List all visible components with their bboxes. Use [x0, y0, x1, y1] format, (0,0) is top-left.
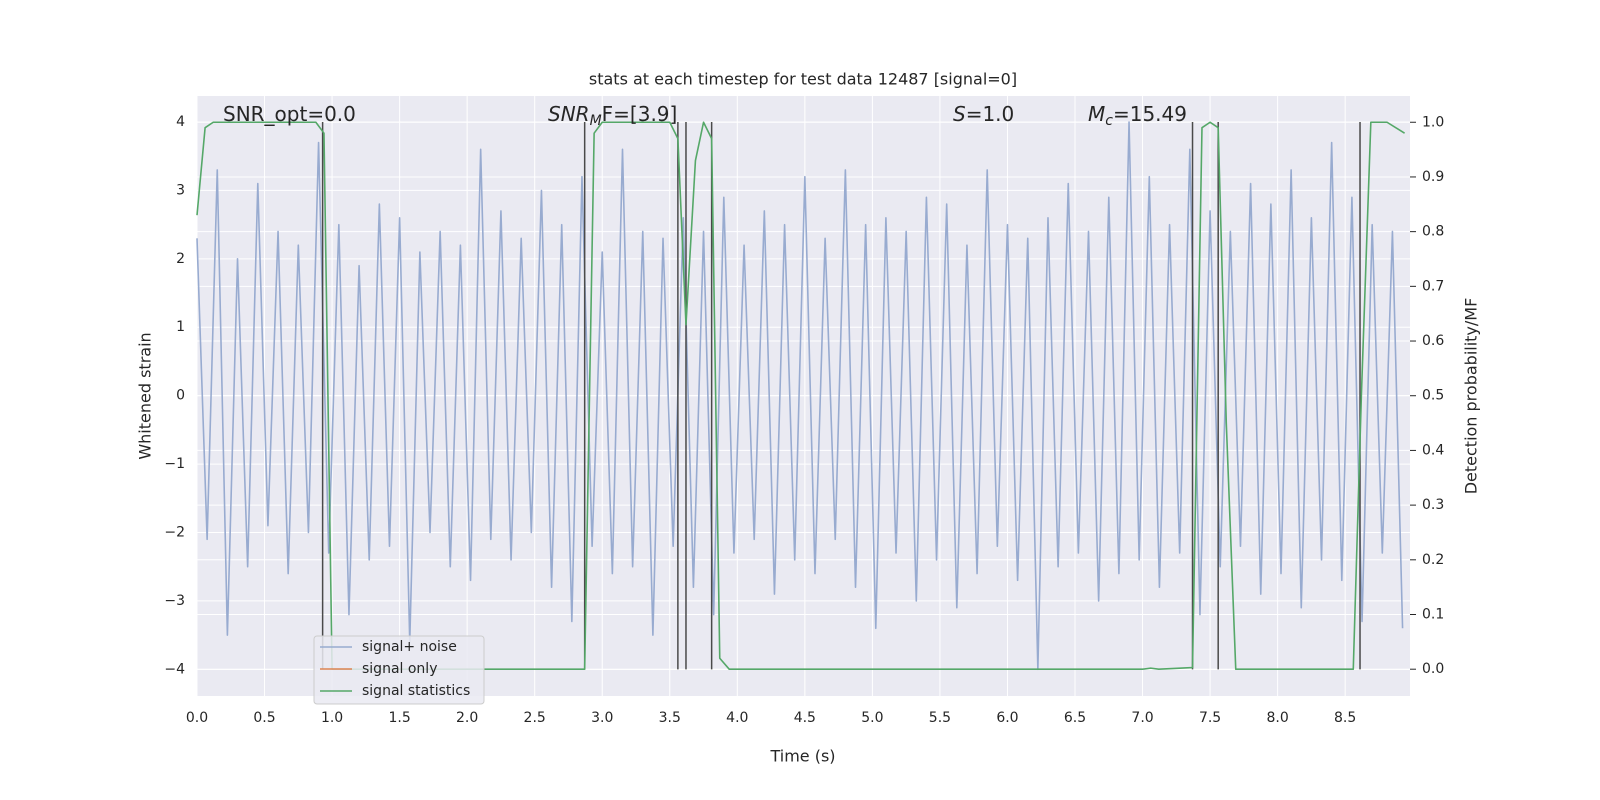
x-tick-label: 1.0	[321, 710, 343, 726]
annotation-text: SNR	[548, 102, 590, 126]
legend-label: signal statistics	[362, 683, 470, 699]
y-tick-label: 3	[176, 182, 185, 198]
y-axis-label: Whitened strain	[136, 332, 155, 459]
x-tick-label: 6.0	[996, 710, 1018, 726]
legend-label: signal only	[362, 661, 437, 677]
x-tick-label: 1.5	[388, 710, 410, 726]
y-tick-label: 2	[176, 251, 185, 267]
y2-tick-label: 0.0	[1422, 661, 1444, 677]
x-tick-label: 5.5	[929, 710, 951, 726]
x-tick-label: 7.0	[1131, 710, 1153, 726]
y-tick-label: −4	[164, 661, 185, 677]
y2-tick-label: 0.7	[1422, 278, 1444, 294]
series-line	[196, 121, 1406, 670]
annotation-text: =1.0	[966, 102, 1015, 126]
y-tick-label: 1	[176, 319, 185, 335]
x-tick-label: 0.5	[253, 710, 275, 726]
y2-tick-label: 0.4	[1422, 442, 1444, 458]
y2-tick-label: 0.2	[1422, 552, 1444, 568]
series-line	[196, 121, 1404, 671]
x-tick-label: 3.0	[591, 710, 613, 726]
annotation-text: =15.49	[1113, 102, 1187, 126]
y-tick-label: 4	[176, 114, 185, 130]
x-tick-label: 6.5	[1064, 710, 1086, 726]
x-tick-label: 8.5	[1334, 710, 1356, 726]
y-tick-label: 0	[176, 388, 185, 404]
legend-box	[313, 635, 485, 705]
y-tick-label: −1	[164, 456, 185, 472]
annotation-sub: M	[590, 113, 602, 129]
annotation: S=1.0	[953, 102, 1014, 126]
x-tick-label: 7.5	[1199, 710, 1221, 726]
y2-tick-label: 0.6	[1422, 333, 1444, 349]
y-tick-label: −3	[164, 593, 185, 609]
y2-tick-label: 0.3	[1422, 497, 1444, 513]
annotation: SNR_opt=0.0	[223, 102, 356, 126]
x-tick-label: 2.0	[456, 710, 478, 726]
y2-tick-label: 0.8	[1422, 224, 1444, 240]
y2-tick-label: 0.1	[1422, 607, 1444, 623]
x-tick-label: 0.0	[186, 710, 208, 726]
annotation-text: F=[3.9]	[602, 102, 678, 126]
x-tick-label: 5.0	[861, 710, 883, 726]
annotation-sub: c	[1105, 113, 1113, 129]
x-tick-label: 2.5	[524, 710, 546, 726]
y2-tick-label: 0.9	[1422, 169, 1444, 185]
annotation: SNRMF=[3.9]	[548, 102, 677, 130]
y-tick-label: −2	[164, 524, 185, 540]
annotation-text: M	[1088, 102, 1105, 126]
y2-tick-label: 0.5	[1422, 388, 1444, 404]
annotation: Mc=15.49	[1088, 102, 1187, 130]
x-tick-label: 8.0	[1266, 710, 1288, 726]
annotation-text: S	[953, 102, 966, 126]
y2-tick-label: 1.0	[1422, 114, 1444, 130]
y2-axis-label: Detection probability/MF	[1462, 298, 1481, 495]
x-axis-label: Time (s)	[769, 747, 835, 766]
legend-label: signal+ noise	[362, 639, 457, 655]
x-tick-label: 4.5	[794, 710, 816, 726]
annotation-text: SNR_opt=0.0	[223, 102, 356, 126]
chart-title: stats at each timestep for test data 124…	[589, 70, 1017, 89]
x-tick-label: 4.0	[726, 710, 748, 726]
x-tick-label: 3.5	[659, 710, 681, 726]
